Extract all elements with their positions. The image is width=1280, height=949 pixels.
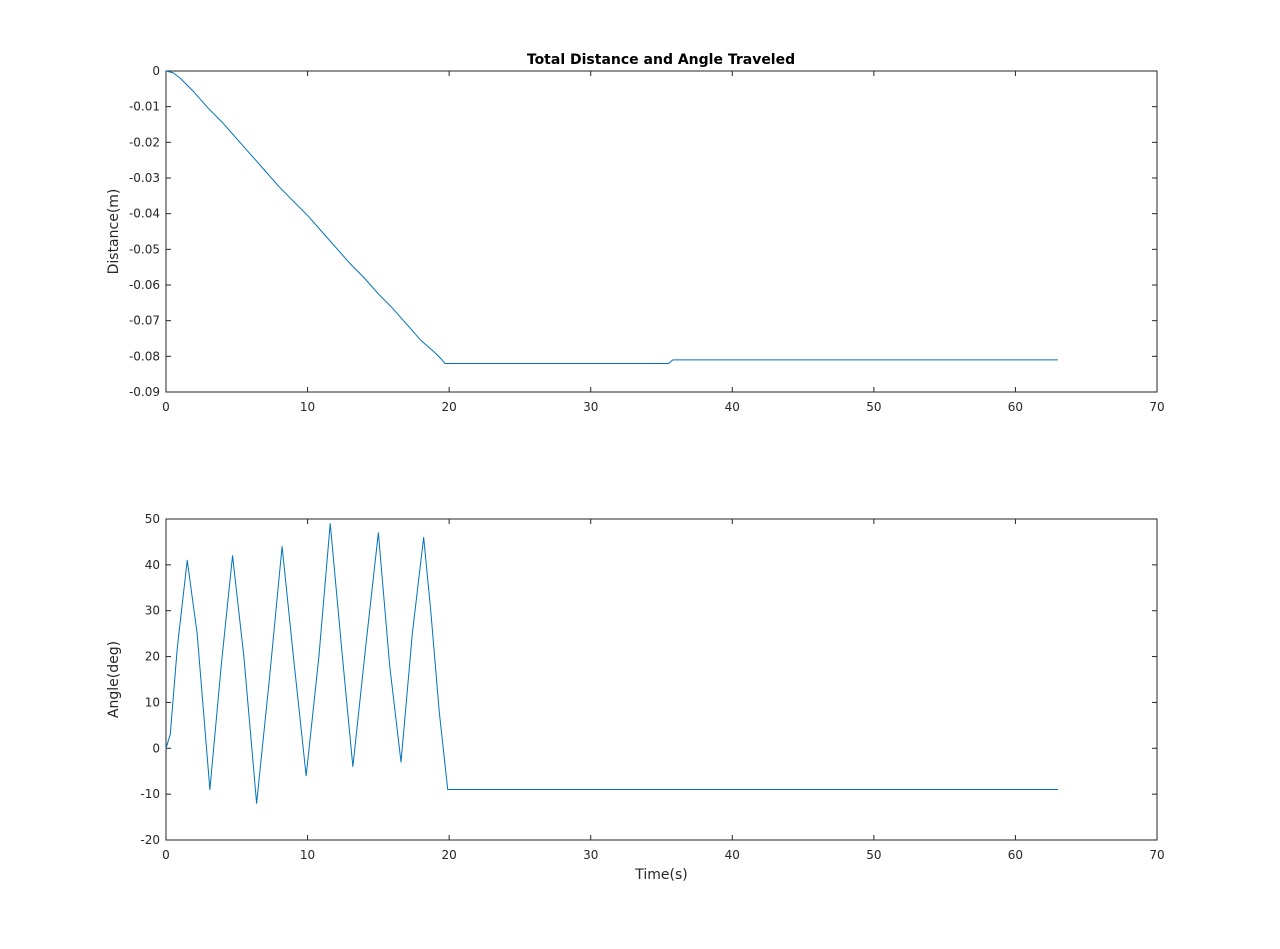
- x-tick-label: 40: [725, 400, 740, 414]
- y-tick-label: -0.04: [129, 207, 160, 221]
- y-tick-label: -0.03: [129, 171, 160, 185]
- series-line-0: [165, 70, 1058, 364]
- x-tick-label: 20: [442, 400, 457, 414]
- y-tick-label: 40: [145, 558, 160, 572]
- y-tick-label: -0.02: [129, 135, 160, 149]
- y-tick-label: 50: [145, 512, 160, 526]
- y-tick-label: -0.06: [129, 278, 160, 292]
- axes-box: [165, 70, 1158, 393]
- y-tick-label: -20: [140, 833, 160, 847]
- y-tick-label: -0.09: [129, 385, 160, 399]
- y-tick-label: -0.08: [129, 349, 160, 363]
- y-tick-label: 0: [152, 64, 160, 78]
- y-tick-label: 0: [152, 741, 160, 755]
- x-tick-label: 70: [1149, 848, 1164, 862]
- x-axis-label: Time(s): [634, 867, 687, 883]
- y-tick-label: 10: [145, 695, 160, 709]
- y-tick-label: 30: [145, 604, 160, 618]
- x-tick-label: 20: [442, 848, 457, 862]
- y-tick-label: -10: [140, 787, 160, 801]
- figure-title: Total Distance and Angle Traveled: [527, 52, 795, 68]
- y-tick-label: -0.05: [129, 242, 160, 256]
- subplot-angle: 0 10 20 30 40 50 60 70 -20 -10 0 10 20 30 40 50 Angle(de…: [106, 512, 1165, 883]
- x-tick-label: 50: [866, 848, 881, 862]
- axes-box: [165, 518, 1158, 841]
- x-tick-label: 0: [162, 400, 170, 414]
- series-line-0: [165, 523, 1058, 804]
- y-tick-label: -0.01: [129, 100, 160, 114]
- y-tick-label: -0.07: [129, 314, 160, 328]
- y-axis-label: Angle(deg): [106, 641, 122, 718]
- x-tick-label: 30: [583, 400, 598, 414]
- y-tick-label: 20: [145, 650, 160, 664]
- x-tick-label: 30: [583, 848, 598, 862]
- y-axis-label: Distance(m): [106, 189, 122, 275]
- x-tick-label: 10: [300, 400, 315, 414]
- x-tick-label: 70: [1149, 400, 1164, 414]
- x-tick-label: 50: [866, 400, 881, 414]
- x-tick-label: 10: [300, 848, 315, 862]
- x-tick-label: 40: [725, 848, 740, 862]
- x-tick-label: 60: [1008, 848, 1023, 862]
- x-tick-label: 0: [162, 848, 170, 862]
- subplot-distance: 0 10 20 30 40 50 60 70 0 -0.01 -0.02 -0.03 -0.04 -0.0…: [106, 64, 1165, 414]
- x-tick-label: 60: [1008, 400, 1023, 414]
